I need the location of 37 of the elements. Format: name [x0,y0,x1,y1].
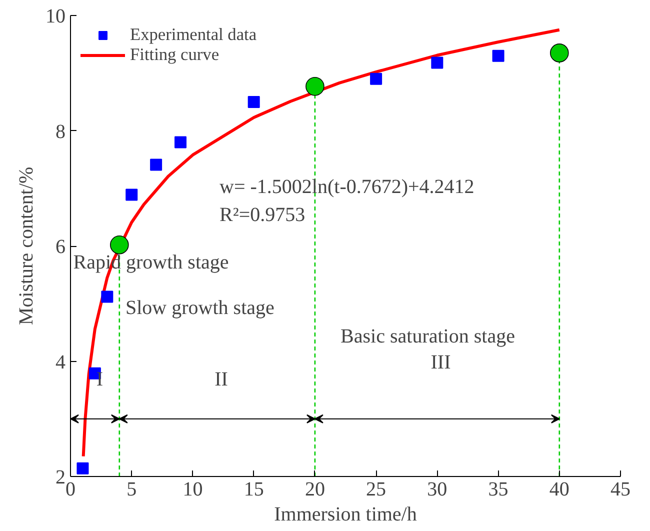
annotation: III [430,352,451,374]
x-tick-label: 30 [427,478,448,500]
x-tick-label: 40 [549,478,570,500]
y-tick-label: 4 [56,351,66,374]
y-axis-title: Moisture content/% [16,166,38,326]
x-tick-label: 5 [126,478,137,500]
legend-label: Fitting curve [130,45,220,65]
y-tick-label: 6 [56,236,66,258]
point [248,96,260,108]
point [550,44,569,62]
point [431,56,444,69]
x-tick-label: 15 [244,478,264,500]
point [126,188,138,201]
x-tick-label: 0 [66,478,76,500]
annotation: w= -1.5002ln(t-0.7672)+4.2412 [220,176,474,198]
y-tick-label: 8 [56,120,66,143]
x-axis-title: Immersion time/h [274,504,417,526]
annotation: Basic saturation stage [340,325,516,348]
point [370,72,382,85]
x-tick-label: 10 [182,478,203,500]
point [76,462,89,474]
annotation: II [214,368,228,391]
point [150,158,162,171]
point [110,235,129,254]
x-tick-label: 45 [610,478,630,500]
point [101,290,114,303]
annotation: Slow growth stage [126,296,274,319]
x-tick-label: 25 [366,478,386,500]
x-tick-label: 35 [488,478,508,500]
x-tick-label: 20 [304,478,325,500]
annotation: R²=0.9753 [220,204,306,226]
point [306,76,324,96]
point [492,50,504,62]
y-tick-label: 2 [56,466,66,488]
legend-label: Experimental data [130,25,257,45]
y-tick-label: 10 [46,6,66,28]
point [174,136,186,148]
